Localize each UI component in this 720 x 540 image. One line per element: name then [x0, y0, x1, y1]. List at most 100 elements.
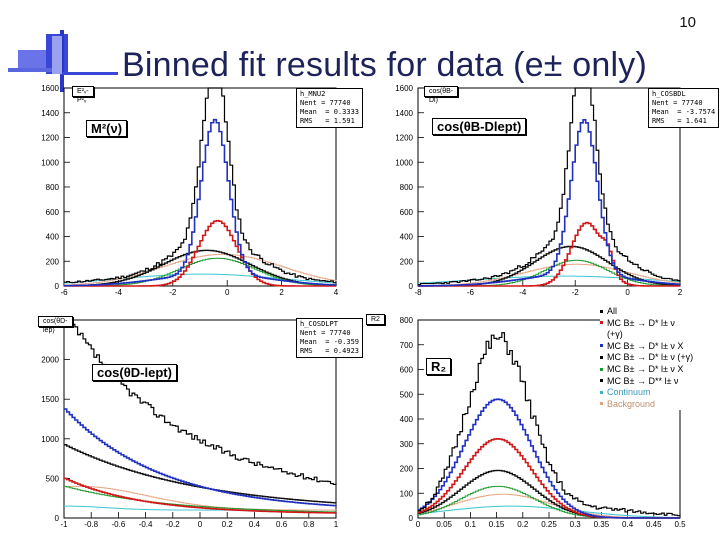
slide-logo	[8, 30, 118, 92]
y-tick-label: 0	[55, 514, 60, 523]
x-tick-label: 0.2	[222, 520, 234, 529]
histogram-series	[418, 398, 680, 519]
y-tick-label: 500	[400, 390, 414, 399]
x-tick-label: 1	[334, 520, 339, 529]
plot-label: cos(θB-Dlept)	[432, 118, 527, 135]
legend-marker	[600, 379, 603, 383]
x-tick-label: 0.4	[622, 520, 634, 529]
x-tick-label: -6	[467, 288, 475, 297]
y-tick-label: 1400	[41, 109, 59, 118]
x-tick-label: 2	[279, 288, 284, 297]
x-tick-label: 0.45	[646, 520, 662, 529]
y-tick-label: 800	[400, 316, 414, 325]
x-tick-label: -4	[519, 288, 527, 297]
x-tick-label: 0.25	[541, 520, 557, 529]
y-tick-label: 400	[400, 233, 414, 242]
y-tick-label: 1400	[395, 109, 413, 118]
hist-title: R2	[366, 314, 385, 325]
y-tick-label: 1200	[41, 134, 59, 143]
y-tick-label: 2000	[41, 356, 59, 365]
y-tick-label: 800	[46, 183, 60, 192]
legend-entry: (+γ)	[600, 329, 718, 341]
legend-entry: Background	[600, 399, 718, 411]
stats-box: h_COSDLPT Nent = 77740 Mean = -0.359 RMS…	[296, 318, 364, 358]
legend-label: MC B± → D* l± ν	[607, 317, 675, 328]
y-tick-label: 700	[400, 341, 414, 350]
legend-marker	[600, 321, 603, 325]
x-tick-label: 0.4	[249, 520, 261, 529]
histogram-series	[64, 408, 337, 507]
y-tick-label: 600	[400, 366, 414, 375]
legend-entry: MC B± → D* l± ν	[600, 318, 718, 330]
legend-marker	[600, 309, 603, 313]
x-tick-label: 0	[198, 520, 203, 529]
histogram-series	[418, 505, 681, 519]
legend-label: All	[607, 306, 618, 316]
histogram-series	[418, 263, 681, 287]
legend-marker	[600, 333, 603, 336]
x-tick-label: 0	[625, 288, 630, 297]
x-tick-label: 0	[225, 288, 230, 297]
slide-title: Binned fit results for data (e± only)	[122, 46, 647, 84]
x-tick-label: 0.35	[594, 520, 610, 529]
stats-box: h_COSBDL Nent = 77740 Mean = -3.7574 RMS…	[648, 88, 720, 128]
legend-marker	[600, 390, 603, 394]
legend-entry: MC B± → D** l± ν	[600, 376, 718, 388]
y-tick-label: 1000	[41, 158, 59, 167]
y-tick-label: 500	[46, 474, 60, 483]
y-tick-label: 200	[400, 257, 414, 266]
x-tick-label: 0.1	[465, 520, 477, 529]
histogram-series	[418, 87, 681, 286]
histogram-series	[64, 253, 337, 286]
hist-title: cos(θD-lep)	[38, 316, 73, 334]
y-tick-label: 1600	[41, 84, 59, 93]
histogram-series	[64, 249, 337, 287]
x-tick-label: 0.05	[436, 520, 452, 529]
x-tick-label: 0	[416, 520, 421, 529]
x-tick-label: 0.15	[489, 520, 505, 529]
histogram-series	[64, 477, 337, 514]
y-tick-label: 0	[409, 282, 414, 291]
x-tick-label: -0.2	[166, 520, 180, 529]
legend-label: Continuum	[607, 387, 651, 398]
legend-entry: Continuum	[600, 387, 718, 399]
plot-label: cos(θD-lept)	[92, 364, 177, 381]
legend-marker	[600, 367, 603, 371]
x-tick-label: -0.4	[139, 520, 153, 529]
legend-label: (+γ)	[607, 329, 623, 340]
legend-label: MC B± → D* l± ν X	[607, 363, 684, 374]
legend-label: MC B± → D** l± ν	[607, 375, 679, 386]
histogram-series	[418, 332, 681, 517]
y-tick-label: 600	[46, 208, 60, 217]
x-tick-label: -8	[414, 288, 422, 297]
y-tick-label: 1200	[395, 134, 413, 143]
x-tick-label: -6	[60, 288, 68, 297]
x-tick-label: 2	[678, 288, 683, 297]
histogram-series	[64, 87, 337, 284]
legend-marker	[600, 356, 603, 359]
legend-label: MC B± → D* l± ν X	[607, 340, 684, 351]
y-tick-label: 1000	[395, 158, 413, 167]
x-tick-label: -1	[60, 520, 68, 529]
y-tick-label: 400	[400, 415, 414, 424]
legend-label: Background	[607, 398, 656, 409]
y-tick-label: 1500	[41, 395, 59, 404]
legend-entry: MC B± → D* l± ν (+γ)	[600, 352, 718, 364]
legend-entry: All	[600, 306, 718, 318]
x-tick-label: 0.5	[674, 520, 686, 529]
histogram-series	[418, 119, 681, 287]
x-tick-label: 4	[334, 288, 339, 297]
x-tick-label: 0.3	[570, 520, 582, 529]
histogram-series	[64, 219, 336, 287]
histogram-series	[418, 221, 680, 287]
stats-box: h_MNU2 Nent = 77740 Mean = 0.3333 RMS = …	[296, 88, 364, 128]
x-tick-label: 0.2	[517, 520, 529, 529]
legend-entry: MC B± → D* l± ν X	[600, 341, 718, 353]
y-tick-label: 1000	[41, 435, 59, 444]
legend-label: MC B± → D* l± ν (+γ)	[607, 352, 694, 363]
page-number: 10	[679, 14, 696, 31]
